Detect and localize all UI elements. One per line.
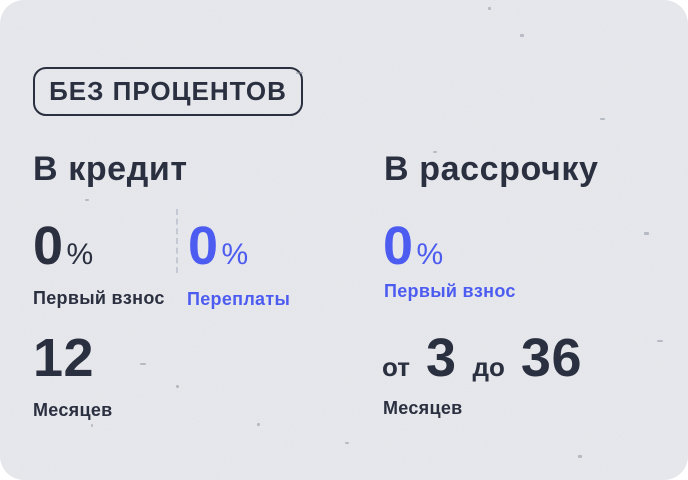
stats-divider [176,209,178,273]
installment-down-payment-label: Первый взнос [384,281,516,301]
noise-speck [140,363,146,365]
installment-term-range: от 3 до 36 [382,331,582,385]
no-interest-badge: БЕЗ ПРОЦЕНТОВ [33,67,303,116]
noise-speck [644,232,649,235]
credit-overpayment-value: 0 % [188,219,248,273]
credit-overpayment-number: 0 [188,216,219,276]
installment-down-payment-number: 0 [383,216,414,276]
noise-speck [578,455,582,458]
credit-down-payment-unit: % [66,238,94,271]
installment-term-from-value: 3 [425,328,457,388]
credit-overpayment-unit: % [221,238,249,271]
installment-term-label: Месяцев [383,398,463,418]
installment-column-title: В рассрочку [384,150,599,188]
noise-speck [345,442,349,444]
credit-down-payment-number: 0 [33,216,64,276]
installment-down-payment-unit: % [416,238,444,271]
credit-term-number: 12 [33,328,95,388]
credit-overpayment-label: Переплаты [187,289,291,309]
noise-speck [91,424,93,427]
no-interest-badge-label: БЕЗ ПРОЦЕНТОВ [49,76,287,106]
credit-column-title: В кредит [33,150,188,188]
noise-speck [657,340,663,342]
credit-down-payment-label: Первый взнос [33,288,165,308]
noise-speck [520,34,524,37]
credit-term-label: Месяцев [33,400,113,420]
credit-down-payment-value: 0 % [33,219,93,273]
installment-term-to-value: 36 [520,328,582,388]
noise-speck [488,7,491,10]
noise-speck [600,118,605,120]
noise-speck [85,199,89,201]
noise-speck [176,385,179,388]
credit-term-value: 12 [33,331,94,385]
installment-term-from-word: от [382,352,410,382]
noise-speck [257,423,260,426]
installment-down-payment-value: 0 % [383,219,443,273]
installment-term-to-word: до [472,352,505,382]
